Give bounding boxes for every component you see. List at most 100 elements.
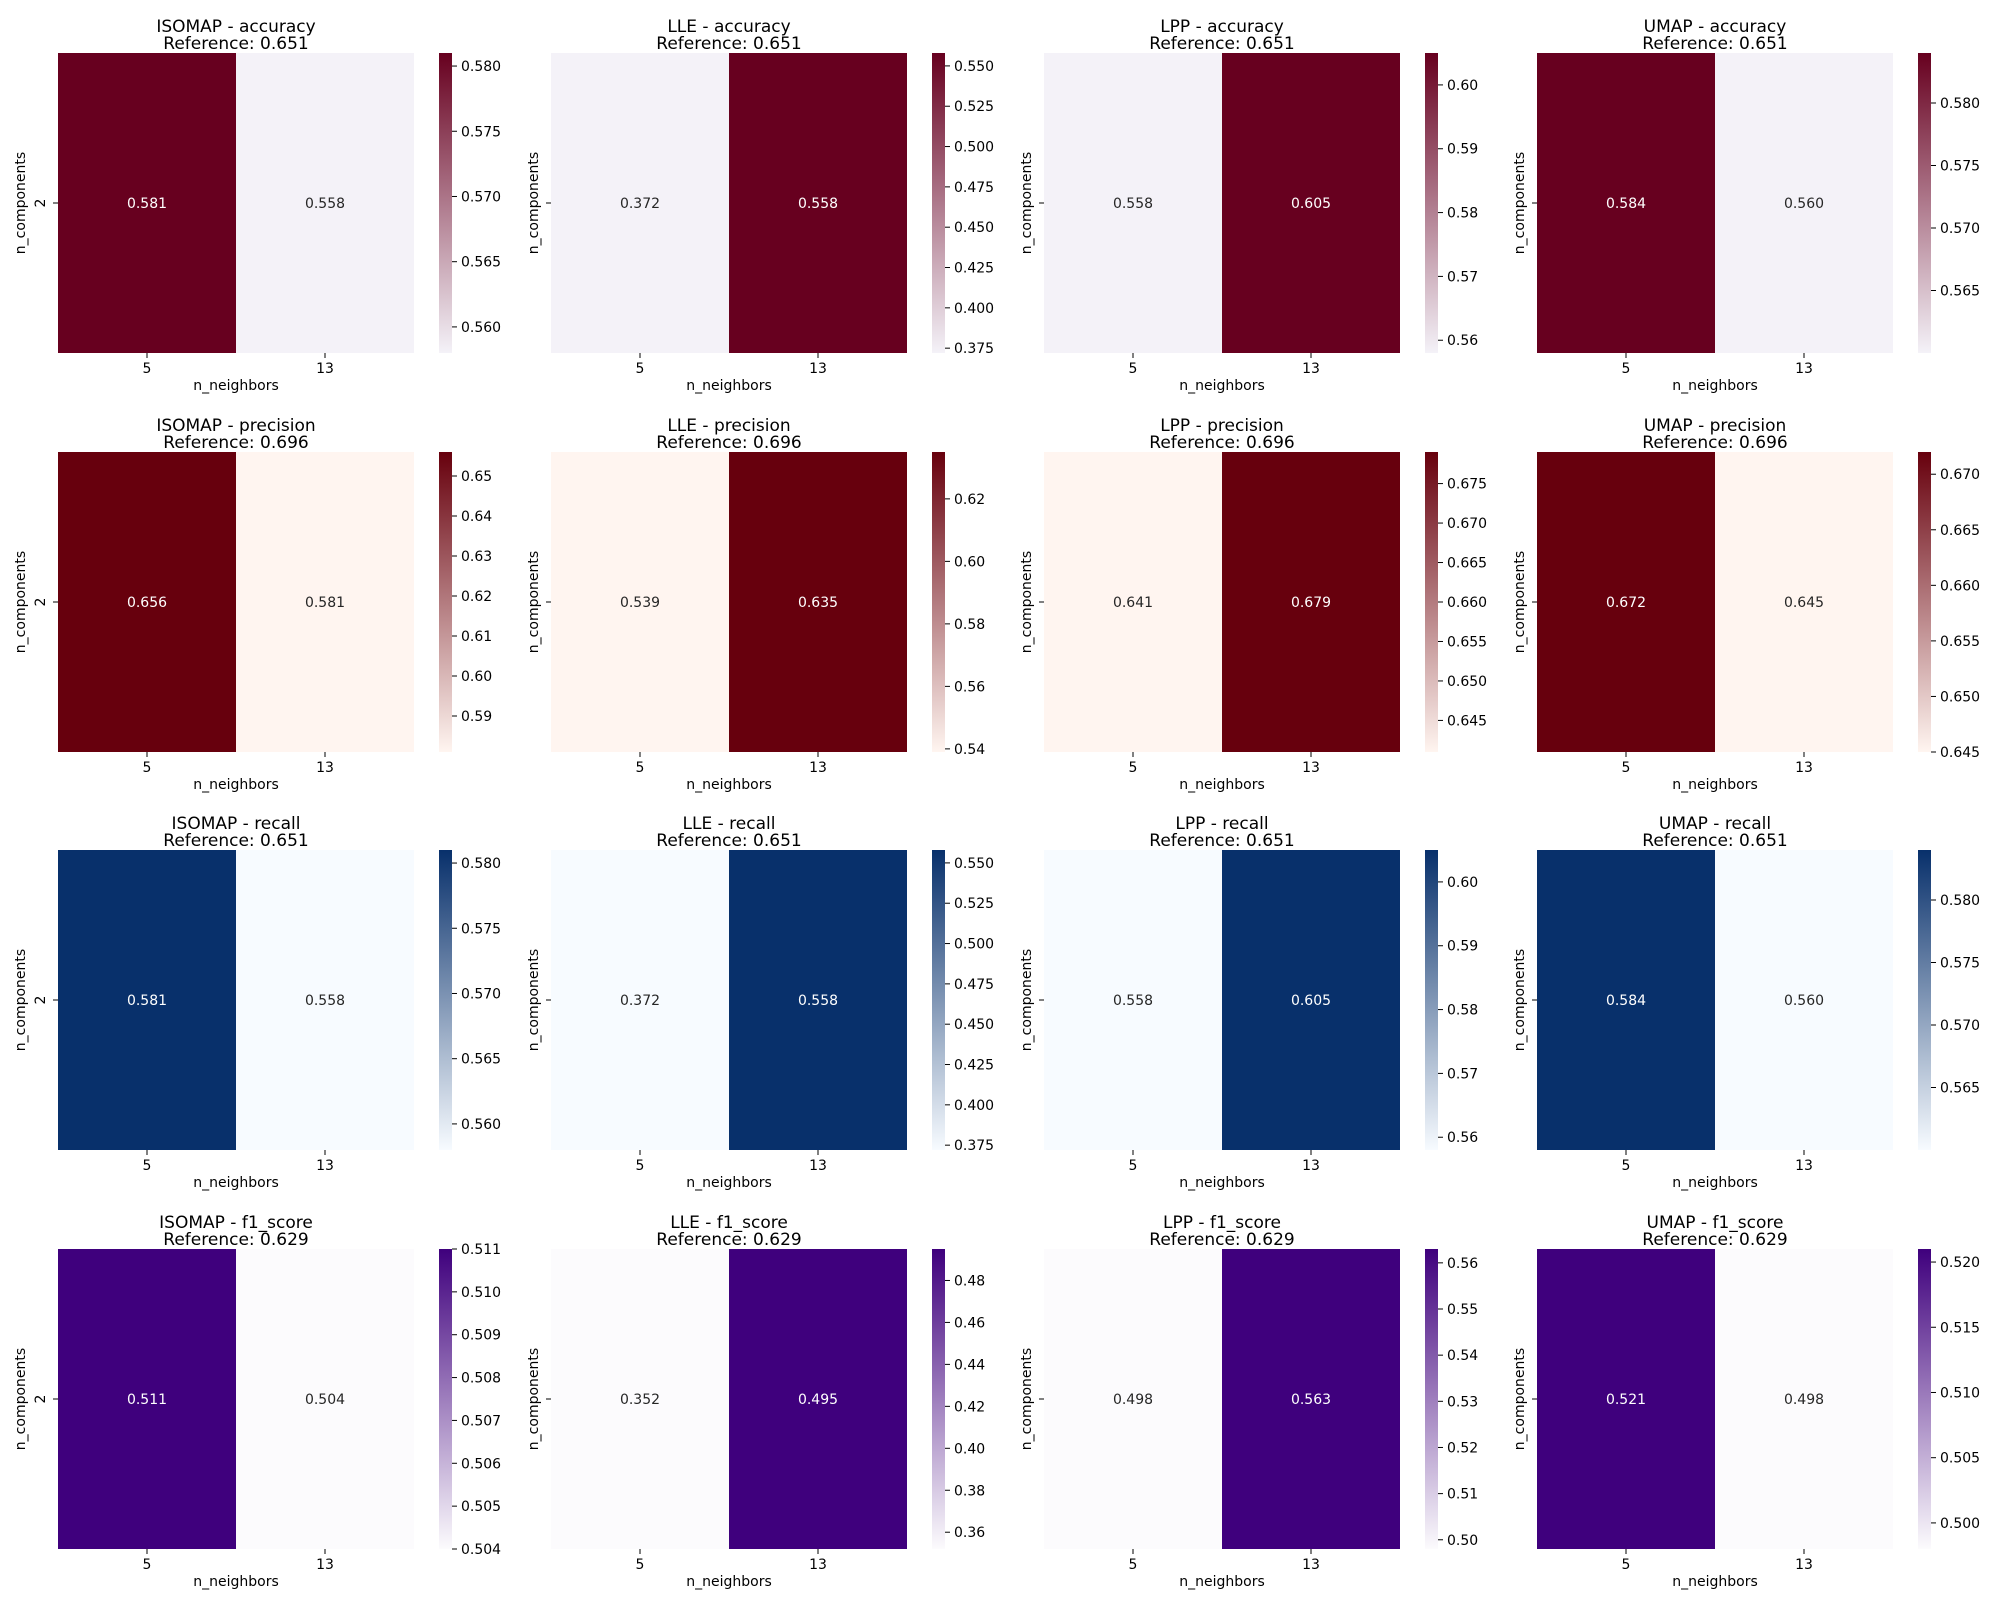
colorbar-tick-label: 0.650 — [1447, 674, 1487, 690]
colorbar-tick-label: 0.500 — [954, 937, 994, 953]
colorbar-tick-label: 0.575 — [1940, 159, 1980, 175]
heatmap-cell — [729, 452, 907, 752]
heatmap-cell — [729, 850, 907, 1150]
x-axis-label: n_neighbors — [686, 1574, 772, 1590]
x-tick-label: 5 — [1129, 1158, 1138, 1174]
cell-value-label: 0.584 — [1606, 196, 1646, 212]
heatmap-cell — [1044, 850, 1222, 1150]
chart-subtitle: Reference: 0.651 — [656, 34, 801, 54]
cell-value-label: 0.581 — [127, 196, 167, 212]
x-tick-label: 13 — [1795, 361, 1813, 377]
x-axis-label: n_neighbors — [193, 378, 279, 394]
colorbar-tick-label: 0.59 — [461, 709, 492, 725]
heatmap-cell — [58, 452, 236, 752]
x-axis-label: n_neighbors — [686, 777, 772, 793]
colorbar-tick-label: 0.400 — [954, 1098, 994, 1114]
colorbar-tick-label: 0.59 — [1447, 142, 1478, 158]
colorbar-tick-label: 0.504 — [461, 1542, 501, 1558]
y-tick-label: 2 — [33, 598, 49, 607]
colorbar-tick-label: 0.63 — [461, 549, 492, 565]
colorbar-tick-label: 0.550 — [954, 856, 994, 872]
y-axis-label: n_components — [1512, 551, 1528, 653]
chart-title: UMAP - f1_score — [1647, 1213, 1784, 1233]
heatmap-cell — [1222, 850, 1400, 1150]
cell-value-label: 0.656 — [127, 595, 167, 611]
colorbar-tick-label: 0.58 — [1447, 1003, 1478, 1019]
y-tick-label: 2 — [33, 1395, 49, 1404]
y-tick-label: 2 — [33, 199, 49, 208]
heatmap-cell — [58, 850, 236, 1150]
colorbar-tick-label: 0.425 — [954, 261, 994, 277]
cell-value-label: 0.560 — [1784, 196, 1824, 212]
x-tick-label: 5 — [636, 1158, 645, 1174]
colorbar-tick-label: 0.506 — [461, 1456, 501, 1472]
x-axis-label: n_neighbors — [1179, 378, 1265, 394]
y-axis-label: n_components — [526, 551, 542, 653]
colorbar-tick-label: 0.670 — [1447, 516, 1487, 532]
x-tick-label: 5 — [1129, 1557, 1138, 1573]
cell-value-label: 0.581 — [127, 993, 167, 1009]
x-tick-label: 5 — [1622, 1158, 1631, 1174]
colorbar-tick-label: 0.550 — [954, 59, 994, 75]
colorbar-tick-label: 0.580 — [461, 856, 501, 872]
colorbar — [932, 1249, 945, 1549]
heatmap-cell — [236, 850, 414, 1150]
colorbar — [1425, 452, 1438, 752]
colorbar-tick-label: 0.575 — [461, 124, 501, 140]
colorbar-tick-label: 0.650 — [1940, 689, 1980, 705]
cell-value-label: 0.511 — [127, 1392, 167, 1408]
colorbar — [1918, 452, 1931, 752]
x-tick-label: 13 — [1302, 1158, 1320, 1174]
chart-subtitle: Reference: 0.696 — [1642, 433, 1787, 453]
colorbar-tick-label: 0.665 — [1940, 523, 1980, 539]
chart-subtitle: Reference: 0.651 — [1642, 831, 1787, 851]
colorbar-tick-label: 0.511 — [461, 1242, 501, 1258]
x-tick-label: 13 — [1302, 361, 1320, 377]
x-axis-label: n_neighbors — [193, 1175, 279, 1191]
chart-subtitle: Reference: 0.696 — [656, 433, 801, 453]
y-axis-label: n_components — [1512, 949, 1528, 1051]
y-axis-label: n_components — [526, 949, 542, 1051]
colorbar-tick-label: 0.60 — [1447, 78, 1478, 94]
chart-subtitle: Reference: 0.629 — [1149, 1230, 1294, 1250]
colorbar-tick-label: 0.645 — [1447, 713, 1487, 729]
chart-title: LPP - f1_score — [1163, 1213, 1281, 1233]
colorbar-tick-label: 0.53 — [1447, 1394, 1478, 1410]
chart-subtitle: Reference: 0.651 — [1149, 34, 1294, 54]
colorbar-tick-label: 0.48 — [954, 1273, 985, 1289]
cell-value-label: 0.539 — [620, 595, 660, 611]
x-tick-label: 5 — [1129, 760, 1138, 776]
cell-value-label: 0.672 — [1606, 595, 1646, 611]
colorbar-tick-label: 0.655 — [1447, 634, 1487, 650]
y-axis-label: n_components — [526, 1348, 542, 1450]
colorbar-tick-label: 0.38 — [954, 1483, 985, 1499]
colorbar-tick-label: 0.505 — [1940, 1451, 1980, 1467]
heatmap-cell — [1222, 452, 1400, 752]
cell-value-label: 0.679 — [1291, 595, 1331, 611]
colorbar-tick-label: 0.507 — [461, 1413, 501, 1429]
colorbar-tick-label: 0.51 — [1447, 1487, 1478, 1503]
x-tick-label: 5 — [143, 1158, 152, 1174]
colorbar-tick-label: 0.54 — [1447, 1348, 1478, 1364]
colorbar-tick-label: 0.565 — [461, 1052, 501, 1068]
colorbar-tick-label: 0.525 — [954, 99, 994, 115]
colorbar-tick-label: 0.508 — [461, 1371, 501, 1387]
colorbar-tick-label: 0.62 — [461, 589, 492, 605]
cell-value-label: 0.504 — [305, 1392, 345, 1408]
colorbar-tick-label: 0.58 — [954, 617, 985, 633]
heatmap-cell — [1715, 53, 1893, 353]
chart-title: LPP - accuracy — [1160, 17, 1284, 37]
x-axis-label: n_neighbors — [1672, 1175, 1758, 1191]
colorbar-tick-label: 0.565 — [1940, 284, 1980, 300]
